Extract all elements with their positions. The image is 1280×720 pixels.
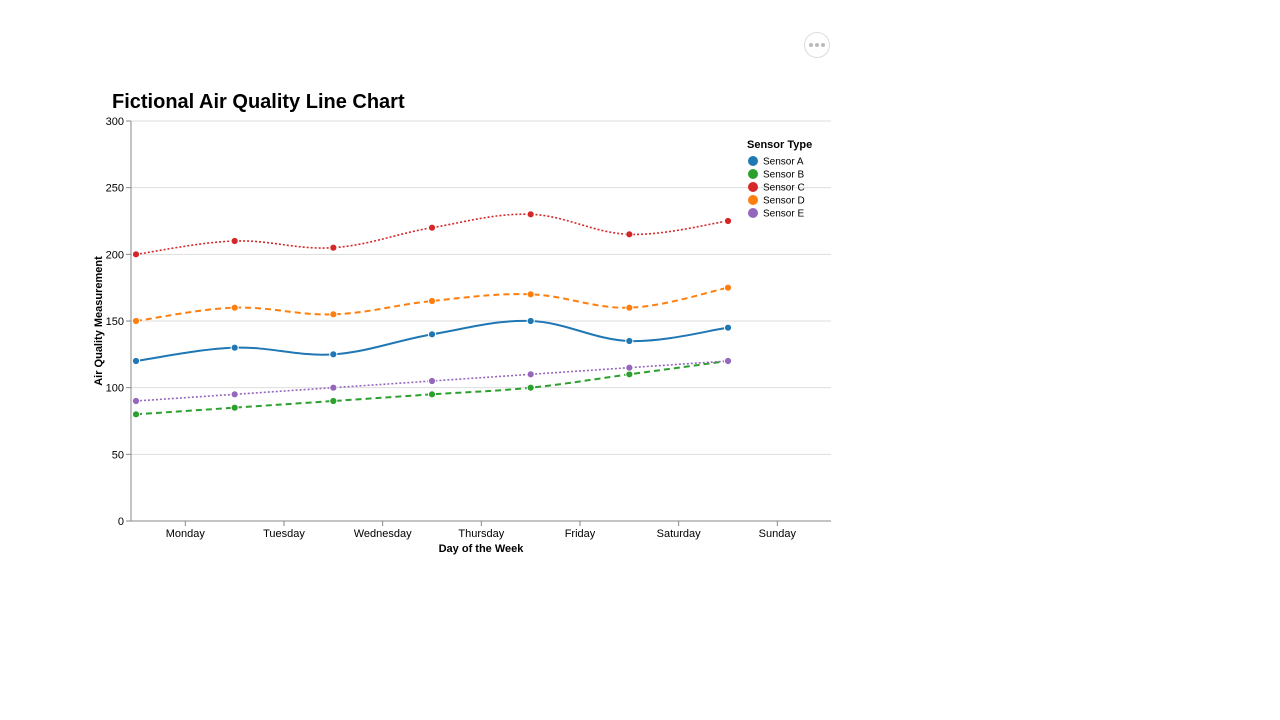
series-sensor-a <box>131 316 733 366</box>
data-point[interactable] <box>526 316 535 326</box>
legend-label: Sensor A <box>763 157 804 168</box>
y-tick-label: 200 <box>106 249 124 261</box>
data-point[interactable] <box>625 370 634 379</box>
data-point[interactable] <box>329 310 338 319</box>
series-line <box>135 213 729 256</box>
more-horizontal-icon <box>809 43 813 47</box>
series-sensor-c <box>131 210 733 259</box>
y-tick-label: 150 <box>106 316 124 328</box>
data-point[interactable] <box>131 410 141 419</box>
legend-item[interactable]: Sensor B <box>748 169 804 181</box>
y-tick-label: 0 <box>118 516 124 528</box>
data-point[interactable] <box>625 363 634 372</box>
data-point[interactable] <box>230 390 239 399</box>
data-point[interactable] <box>723 216 733 226</box>
data-point[interactable] <box>526 370 535 379</box>
data-point[interactable] <box>329 396 338 406</box>
x-tick-label: Saturday <box>657 528 702 540</box>
data-point[interactable] <box>131 356 141 366</box>
data-point[interactable] <box>723 283 733 292</box>
y-axis-title: Air Quality Measurement <box>93 256 105 386</box>
data-point[interactable] <box>329 383 338 392</box>
data-point[interactable] <box>329 243 338 252</box>
data-point[interactable] <box>723 356 733 366</box>
chart-actions-button[interactable] <box>804 32 830 58</box>
legend-swatch <box>748 182 758 192</box>
x-axis-title: Day of the Week <box>439 543 525 555</box>
legend-item[interactable]: Sensor A <box>748 156 804 168</box>
x-tick-label: Tuesday <box>263 528 305 540</box>
data-point[interactable] <box>625 303 634 312</box>
legend-title: Sensor Type <box>747 139 812 151</box>
series-group <box>131 210 733 419</box>
legend-label: Sensor B <box>763 170 804 181</box>
data-point[interactable] <box>427 296 437 306</box>
y-tick-label: 50 <box>112 449 124 461</box>
chart-title: Fictional Air Quality Line Chart <box>112 91 405 113</box>
legend-swatch <box>748 156 758 166</box>
gridlines <box>131 120 831 522</box>
y-tick-label: 300 <box>106 116 124 128</box>
legend-label: Sensor D <box>763 196 805 207</box>
data-point[interactable] <box>131 396 141 406</box>
data-point[interactable] <box>625 230 634 239</box>
legend-item[interactable]: Sensor D <box>748 195 805 207</box>
legend-item[interactable]: Sensor C <box>748 182 805 194</box>
data-point[interactable] <box>230 236 239 246</box>
data-point[interactable] <box>526 290 535 299</box>
data-point[interactable] <box>230 343 239 352</box>
legend-item[interactable]: Sensor E <box>748 208 804 220</box>
data-point[interactable] <box>427 376 437 386</box>
more-horizontal-icon-dot <box>821 43 825 47</box>
y-tick-label: 100 <box>106 383 124 395</box>
x-tick-label: Friday <box>565 528 596 540</box>
more-horizontal-icon-dot <box>815 43 819 47</box>
legend-label: Sensor C <box>763 183 805 194</box>
series-line <box>135 319 729 362</box>
legend-swatch <box>748 208 758 218</box>
data-point[interactable] <box>526 383 535 392</box>
x-tick-label: Monday <box>166 528 206 540</box>
x-tick-label: Thursday <box>458 528 504 540</box>
data-point[interactable] <box>230 303 239 312</box>
legend-swatch <box>748 169 758 179</box>
data-point[interactable] <box>230 403 239 412</box>
legend: Sensor Type Sensor A Sensor B Sensor C Sens… <box>747 139 812 220</box>
y-tick-label: 250 <box>106 183 124 195</box>
data-point[interactable] <box>427 390 437 399</box>
legend-swatch <box>748 195 758 205</box>
series-sensor-d <box>131 283 733 326</box>
x-tick-label: Sunday <box>759 528 797 540</box>
data-point[interactable] <box>427 330 437 339</box>
data-point[interactable] <box>723 323 733 332</box>
data-point[interactable] <box>131 250 141 259</box>
data-point[interactable] <box>625 336 634 346</box>
series-sensor-e <box>131 356 733 406</box>
data-point[interactable] <box>427 223 437 232</box>
data-point[interactable] <box>526 210 535 219</box>
data-point[interactable] <box>329 350 338 359</box>
x-tick-label: Wednesday <box>354 528 412 540</box>
axes: 0 50 100 150 200 250 300 Monday Tuesday Wednesday… <box>106 116 831 540</box>
legend-label: Sensor E <box>763 209 804 220</box>
data-point[interactable] <box>131 316 141 326</box>
